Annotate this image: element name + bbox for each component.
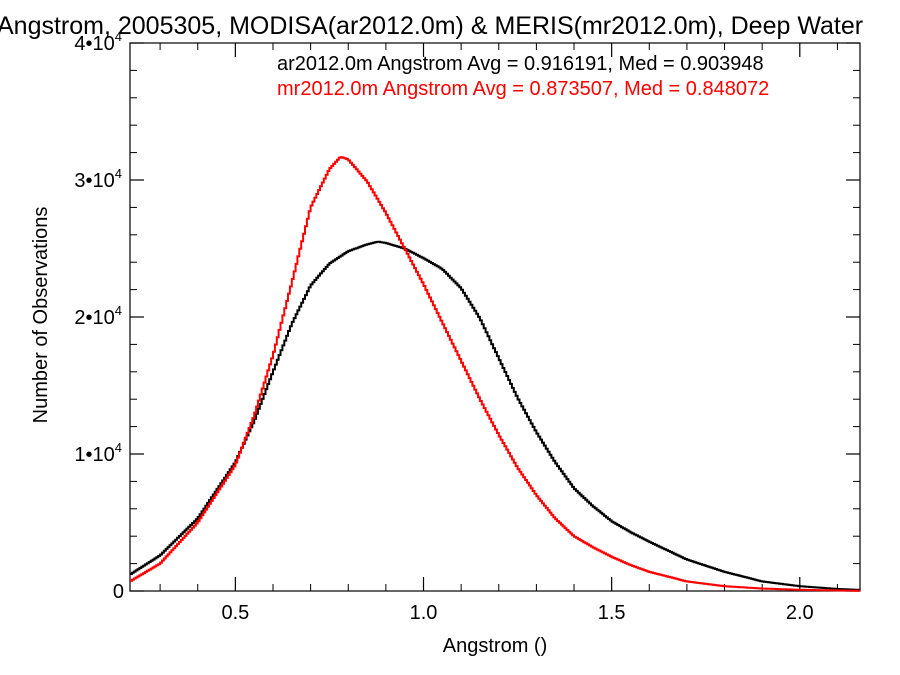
x-axis-label: Angstrom () xyxy=(443,635,547,657)
legend: ar2012.0m Angstrom Avg = 0.916191, Med =… xyxy=(277,53,769,100)
x-tick-label: 1.5 xyxy=(598,602,626,624)
x-axis: 0.5 1.0 1.5 2.0 xyxy=(159,43,838,624)
y-tick-label: 3•104 xyxy=(74,166,122,192)
x-tick-label: 0.5 xyxy=(221,602,249,624)
series-line-2 xyxy=(130,156,860,592)
plot-area xyxy=(129,42,861,592)
series-line-1 xyxy=(130,240,860,591)
y-axis: 0 1•104 2•104 3•104 4•104 xyxy=(74,29,860,603)
plot-frame xyxy=(129,42,861,592)
x-tick-label: 1.0 xyxy=(410,602,438,624)
y-tick-label: 4•104 xyxy=(74,29,122,55)
legend-entry-1: ar2012.0m Angstrom Avg = 0.916191, Med =… xyxy=(277,53,764,75)
y-tick-label: 0 xyxy=(113,581,124,603)
y-tick-label: 1•104 xyxy=(74,440,122,466)
legend-entry-2: mr2012.0m Angstrom Avg = 0.873507, Med =… xyxy=(277,78,769,100)
x-tick-label: 2.0 xyxy=(786,602,814,624)
y-axis-label: Number of Observations xyxy=(30,207,52,424)
y-tick-label: 2•104 xyxy=(74,303,122,329)
chart-title: Angstrom, 2005305, MODISA(ar2012.0m) & M… xyxy=(0,12,863,40)
series-lines xyxy=(130,156,860,592)
